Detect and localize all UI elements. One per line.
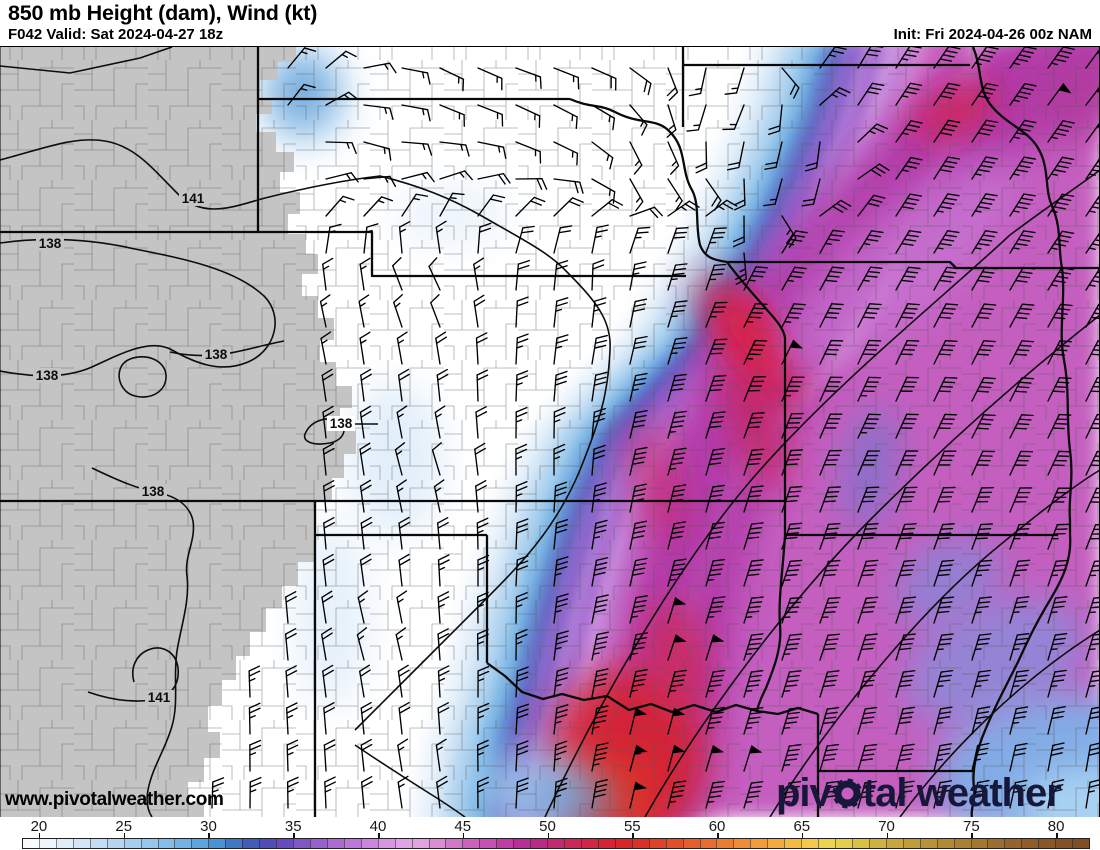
colorbar-tick-label: 40 [369,818,387,835]
colorbar-tick-label: 70 [878,818,895,835]
forecast-valid-label: F042 Valid: Sat 2024-04-27 18z [8,26,224,43]
colorbar-tick-label: 50 [539,818,556,835]
svg-text:138: 138 [39,236,62,251]
header: 850 mb Height (dam), Wind (kt) F042 Vali… [0,0,1100,47]
svg-text:138: 138 [36,368,59,383]
svg-text:138: 138 [142,484,165,499]
colorbar-tick-label: 65 [793,818,811,835]
logo-text-left: piv [776,771,832,815]
watermark-url: www.pivotalweather.com [5,789,224,810]
county-lines [0,47,1100,817]
page-title: 850 mb Height (dam), Wind (kt) [8,1,318,25]
colorbar-tick-label: 60 [708,818,726,835]
colorbar-tick-label: 80 [1047,818,1065,835]
wind-barbs [211,47,1100,809]
wind-speed-colorbar: 20 25 30 35 40 45 50 55 60 65 70 75 80 [0,817,1100,850]
colorbar-tick-label: 20 [30,818,48,835]
logo-text-right: tal weather [862,771,1062,815]
svg-text:141: 141 [182,191,205,206]
model-init-label: Init: Fri 2024-04-26 00z NAM [893,26,1092,43]
svg-text:141: 141 [148,690,171,705]
svg-text:138: 138 [205,347,228,362]
colorbar-tick-label: 35 [284,818,302,835]
colorbar-tick-label: 55 [623,818,641,835]
colorbar-tick-label: 45 [454,818,472,835]
pivotal-weather-logo: piv tal weather [776,768,1062,819]
colorbar-tick-label: 25 [115,818,133,835]
contour-labels: 141 138 138 138 138 138 141 [33,191,355,705]
colorbar-swatches [22,838,1090,849]
colorbar-tick-label: 75 [962,818,980,835]
svg-text:138: 138 [330,416,353,431]
gear-icon [831,774,864,819]
colorbar-tick-label: 30 [200,818,217,835]
